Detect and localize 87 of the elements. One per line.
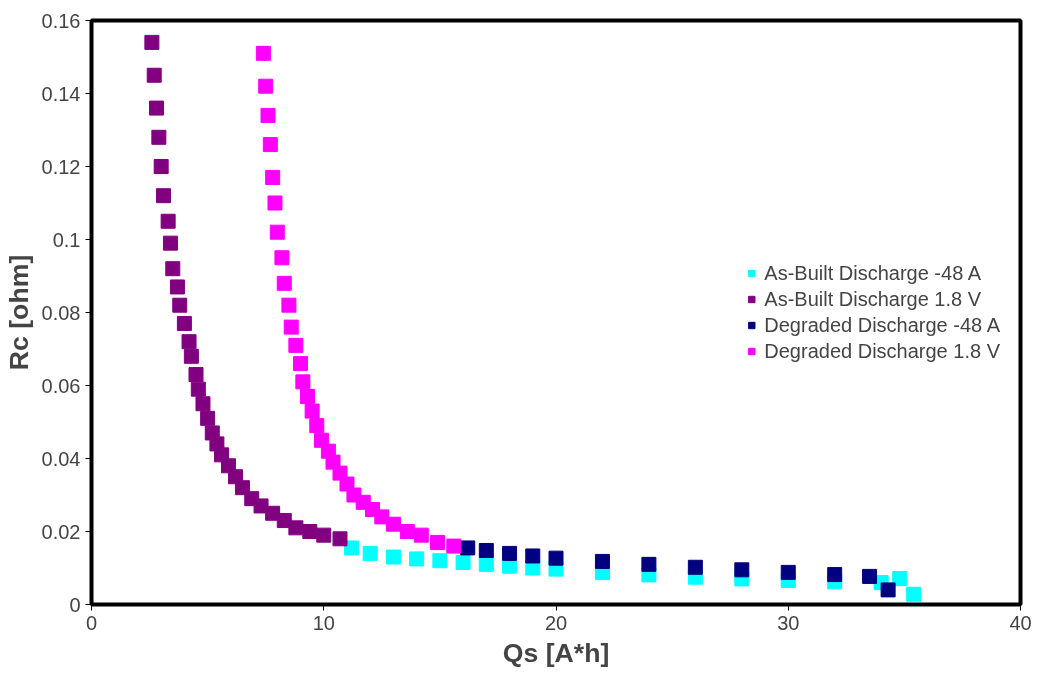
point [385, 516, 401, 532]
point [267, 195, 283, 211]
x-tick-label: 0 [85, 611, 98, 634]
point [399, 524, 415, 539]
point [160, 213, 176, 229]
point [299, 388, 315, 404]
point [460, 540, 476, 556]
y-tick-label: 0.1 [52, 228, 81, 251]
point [332, 531, 348, 547]
x-tick-label: 40 [1009, 611, 1032, 634]
point [283, 319, 299, 335]
point [169, 279, 185, 295]
y-axis-title: Rc [ohm] [3, 254, 34, 371]
x-tick-label: 10 [312, 611, 335, 634]
point [478, 542, 494, 558]
point [502, 545, 518, 561]
point [165, 261, 181, 277]
y-tick-label: 0.02 [41, 520, 81, 543]
y-tick-label: 0.08 [41, 301, 81, 324]
point [827, 567, 843, 583]
point [780, 564, 796, 580]
point [302, 524, 318, 539]
point [880, 582, 896, 598]
point [200, 410, 216, 426]
point [455, 555, 471, 571]
point [316, 527, 332, 543]
point [362, 545, 378, 561]
legend-label: As-Built Discharge 1.8 V [764, 286, 982, 312]
y-tick-label: 0.16 [41, 9, 81, 32]
point [146, 67, 162, 83]
point [190, 381, 206, 397]
point [409, 551, 425, 567]
point [295, 374, 311, 390]
x-axis-title: Qs [A*h] [502, 637, 610, 668]
point [309, 418, 325, 434]
point [344, 540, 360, 556]
y-tick-label: 0.12 [41, 155, 81, 178]
point [274, 250, 290, 266]
point [162, 235, 178, 251]
point [262, 137, 278, 153]
point [734, 562, 750, 578]
point [258, 78, 274, 94]
point [183, 348, 199, 364]
point [181, 334, 197, 350]
point [293, 356, 309, 372]
point [446, 538, 462, 554]
point [548, 550, 564, 566]
point [430, 534, 446, 550]
point [156, 188, 171, 204]
point [269, 224, 285, 240]
point [265, 169, 281, 185]
point [525, 548, 541, 564]
point [260, 107, 276, 123]
point [288, 337, 304, 353]
point [195, 396, 211, 412]
point [304, 403, 320, 419]
y-tick-label: 0.06 [41, 374, 81, 397]
point [276, 275, 292, 291]
point [478, 556, 494, 572]
point [288, 520, 304, 536]
point [255, 45, 271, 61]
point [176, 315, 192, 331]
point [253, 498, 269, 514]
x-tick-label: 20 [544, 611, 568, 634]
point [153, 159, 169, 174]
point [144, 34, 160, 50]
point [413, 527, 429, 543]
point [906, 586, 922, 602]
y-tick-label: 0 [69, 593, 81, 616]
point [432, 553, 448, 569]
point [385, 549, 401, 565]
point [892, 571, 908, 587]
x-tick-label: 30 [777, 611, 800, 634]
point [149, 100, 165, 116]
legend-label: As-Built Discharge -48 A [764, 260, 982, 286]
point [172, 297, 188, 313]
point [862, 568, 878, 584]
point [641, 556, 657, 572]
point [188, 367, 204, 383]
point [687, 559, 703, 575]
point [281, 297, 297, 313]
legend-label: Degraded Discharge -48 A [764, 312, 1000, 338]
y-tick-label: 0.04 [41, 447, 81, 470]
point [594, 553, 610, 569]
y-tick-label: 0.14 [41, 82, 81, 105]
legend-label: Degraded Discharge 1.8 V [764, 338, 1000, 364]
point [151, 129, 167, 145]
